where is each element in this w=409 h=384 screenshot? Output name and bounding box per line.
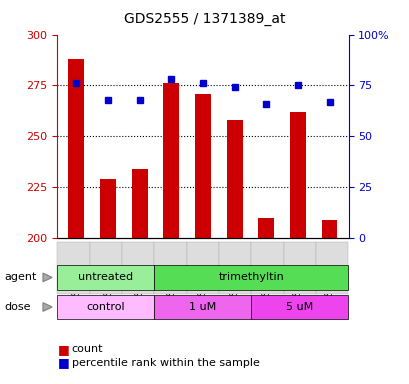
Bar — [321, 220, 337, 238]
Text: 1 uM: 1 uM — [189, 302, 216, 312]
Bar — [68, 59, 84, 238]
Text: ■: ■ — [57, 356, 69, 369]
Text: 5 uM: 5 uM — [285, 302, 313, 312]
Bar — [258, 218, 274, 238]
Bar — [289, 112, 305, 238]
Text: agent: agent — [4, 272, 36, 283]
Bar — [163, 83, 179, 238]
Bar — [195, 94, 210, 238]
Text: dose: dose — [4, 302, 31, 312]
Bar — [100, 179, 116, 238]
Text: ■: ■ — [57, 343, 69, 356]
Text: control: control — [86, 302, 125, 312]
Text: count: count — [72, 344, 103, 354]
Text: GDS2555 / 1371389_at: GDS2555 / 1371389_at — [124, 12, 285, 25]
Text: trimethyltin: trimethyltin — [218, 272, 284, 283]
Bar — [131, 169, 147, 238]
Text: percentile rank within the sample: percentile rank within the sample — [72, 358, 259, 368]
Text: untreated: untreated — [78, 272, 133, 283]
Bar — [226, 120, 242, 238]
